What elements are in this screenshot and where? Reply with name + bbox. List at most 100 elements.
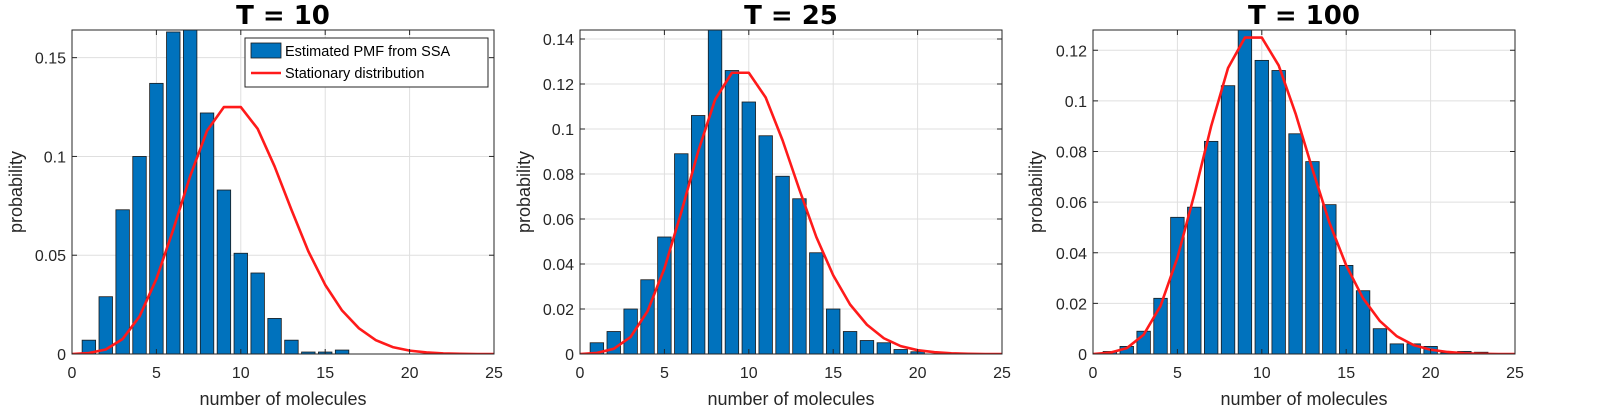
- axes-box: [579, 29, 1003, 355]
- bar: [183, 30, 198, 354]
- x-axis-label: number of molecules: [199, 389, 366, 409]
- bar: [1170, 216, 1185, 354]
- bar: [1220, 85, 1236, 354]
- bar: [893, 349, 908, 354]
- x-tick-label: 15: [824, 365, 842, 382]
- bar: [132, 156, 147, 354]
- bar: [250, 272, 265, 354]
- bar: [876, 342, 891, 354]
- bar: [149, 82, 164, 354]
- legend-swatch-bar: [250, 42, 282, 59]
- bar: [1322, 204, 1337, 354]
- chart-panel-3: 0 5 10 15 20 25 0 0.02 0.04 0.06 0.08 0.1 0.12 T = 10…: [1026, 1, 1524, 409]
- axes-box: [1092, 29, 1516, 355]
- y-tick-label: 0.14: [543, 32, 574, 49]
- bar: [199, 112, 215, 354]
- y-tick-label: 0.1: [1065, 94, 1087, 111]
- bar: [657, 236, 672, 354]
- y-tick-label: 0: [57, 347, 66, 364]
- bar: [1187, 206, 1202, 354]
- bar: [1271, 70, 1286, 354]
- stationary-distribution-line: [72, 105, 494, 354]
- x-tick-label: 0: [68, 365, 77, 382]
- bar: [707, 30, 723, 354]
- bar: [233, 252, 248, 354]
- bar: [334, 349, 350, 354]
- y-tick-label: 0.08: [1056, 145, 1087, 162]
- legend-label: Estimated PMF from SSA: [285, 44, 451, 60]
- bar: [1372, 328, 1388, 354]
- bar: [792, 198, 807, 354]
- y-tick-label: 0: [1078, 347, 1087, 364]
- y-axis-label: probability: [514, 151, 534, 233]
- x-tick-label: 25: [1506, 365, 1524, 382]
- bar: [1355, 290, 1371, 354]
- x-tick-label: 15: [1337, 365, 1355, 382]
- x-tick-label: 20: [401, 365, 419, 382]
- bar: [809, 252, 824, 354]
- chart-title: T = 10: [236, 1, 330, 31]
- y-tick-label: 0.02: [1056, 296, 1087, 313]
- y-tick-label: 0.06: [1056, 195, 1087, 212]
- chart-title: T = 100: [1248, 1, 1360, 31]
- y-tick-label: 0.05: [35, 248, 66, 265]
- x-tick-label: 5: [152, 365, 161, 382]
- x-tick-label: 25: [993, 365, 1011, 382]
- legend: Estimated PMF from SSA Stationary distrib…: [244, 37, 489, 88]
- bar: [724, 70, 740, 354]
- bar: [691, 115, 706, 354]
- y-tick-label: 0.12: [1056, 43, 1087, 60]
- x-tick-label: 15: [316, 365, 334, 382]
- x-axis-label: number of molecules: [707, 389, 874, 409]
- y-tick-label: 0.04: [543, 257, 574, 274]
- bar: [1237, 30, 1253, 354]
- chart-panel-2: 0 5 10 15 20 25 0 0.02 0.04 0.06 0.08 0.1 0.12 0.14 T …: [514, 1, 1011, 409]
- bar: [1389, 343, 1404, 354]
- y-tick-label: 0.02: [543, 302, 574, 319]
- bar: [842, 331, 858, 354]
- bar: [1305, 161, 1320, 354]
- y-tick-label: 0.12: [543, 77, 574, 94]
- bar: [674, 153, 689, 354]
- bar: [775, 175, 790, 354]
- x-tick-label: 10: [1253, 365, 1271, 382]
- x-tick-label: 20: [909, 365, 927, 382]
- bar: [166, 31, 181, 354]
- stationary-distribution-line: [580, 71, 1002, 354]
- bar: [267, 318, 282, 354]
- legend-box: [244, 37, 489, 88]
- x-tick-label: 5: [660, 365, 669, 382]
- bar: [1339, 265, 1354, 354]
- stationary-distribution-line: [1093, 36, 1515, 354]
- x-tick-label: 0: [1089, 365, 1098, 382]
- y-tick-label: 0.06: [543, 212, 574, 229]
- x-tick-label: 25: [485, 365, 503, 382]
- bar: [115, 209, 130, 354]
- y-tick-label: 0.1: [552, 122, 574, 139]
- axes-box: [71, 29, 495, 355]
- x-axis-label: number of molecules: [1220, 389, 1387, 409]
- bar: [1254, 59, 1269, 354]
- bar: [623, 308, 638, 354]
- y-axis-label: probability: [1026, 151, 1046, 233]
- bar: [284, 339, 299, 354]
- legend-label: Stationary distribution: [285, 66, 424, 82]
- y-tick-label: 0.04: [1056, 246, 1087, 263]
- x-tick-label: 5: [1173, 365, 1182, 382]
- x-tick-label: 20: [1422, 365, 1440, 382]
- chart-panel-1: 0 5 10 15 20 25 0 0.05 0.1 0.15 T = 10 number of mo…: [6, 1, 503, 409]
- data-layer: [1093, 30, 1515, 354]
- bar: [1204, 140, 1219, 354]
- bar: [216, 189, 232, 354]
- x-tick-label: 10: [232, 365, 250, 382]
- bar: [826, 308, 841, 354]
- y-axis-label: probability: [6, 151, 26, 233]
- y-tick-label: 0: [565, 347, 574, 364]
- x-tick-label: 0: [576, 365, 585, 382]
- bar: [859, 340, 875, 354]
- y-tick-label: 0.15: [35, 51, 66, 68]
- x-tick-label: 10: [740, 365, 758, 382]
- data-layer: [72, 30, 494, 354]
- bar: [758, 135, 773, 354]
- data-layer: [580, 30, 1002, 354]
